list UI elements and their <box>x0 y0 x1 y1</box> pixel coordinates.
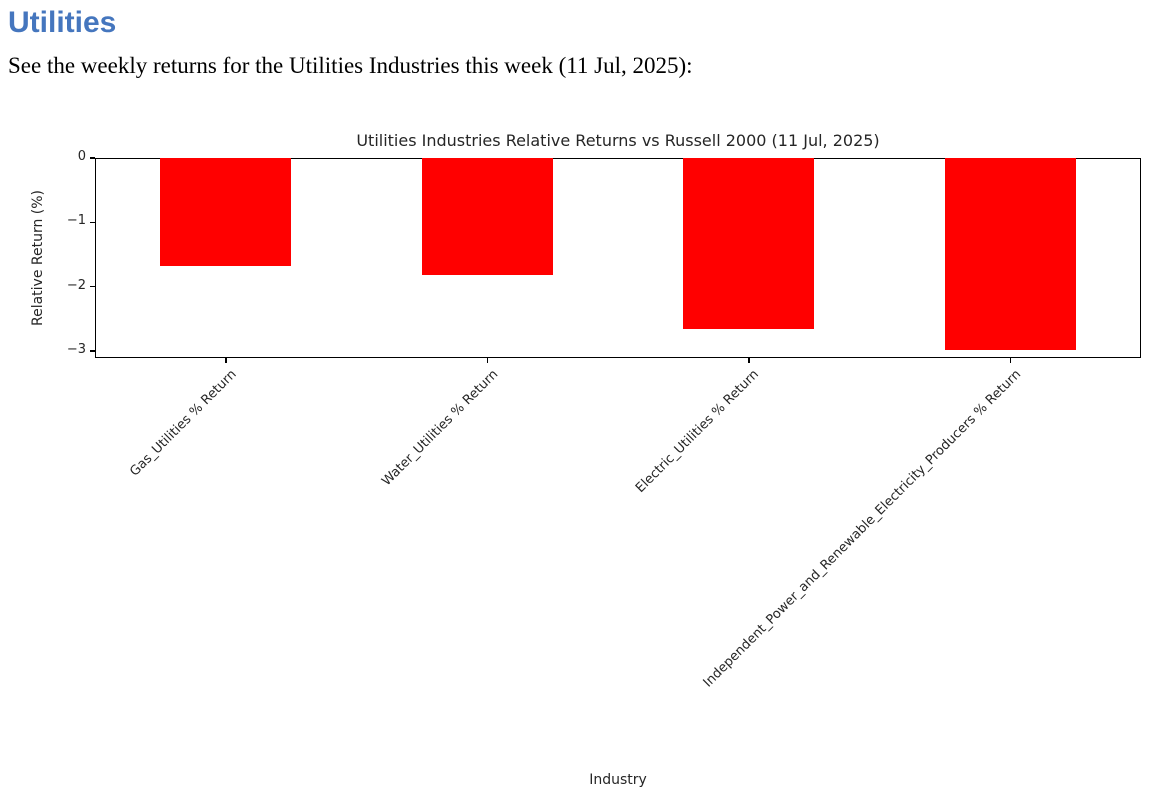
y-tick-mark <box>90 221 95 224</box>
y-axis-label: Relative Return (%) <box>30 189 46 327</box>
x-tick-label: Independent_Power_and_Renewable_Electric… <box>700 367 1024 691</box>
x-tick-label: Gas_Utilities % Return <box>126 367 240 480</box>
x-tick-mark <box>748 358 750 363</box>
page-title: Utilities <box>8 6 117 39</box>
chart-title: Utilities Industries Relative Returns vs… <box>356 131 880 150</box>
bar <box>944 158 1076 350</box>
y-tick-mark <box>90 350 95 352</box>
y-tick-label: −2 <box>66 277 86 293</box>
intro-text: See the weekly returns for the Utilities… <box>8 53 693 78</box>
x-tick-mark <box>1009 358 1011 363</box>
x-tick-mark <box>225 358 227 363</box>
y-tick-label: 0 <box>77 149 86 164</box>
bar <box>421 158 553 276</box>
x-tick-label: Water_Utilities % Return <box>378 367 501 490</box>
bar <box>683 158 815 330</box>
y-tick-mark <box>90 285 95 288</box>
y-tick-mark <box>90 157 95 159</box>
x-tick-mark <box>486 358 488 363</box>
y-tick-label: −1 <box>66 213 86 229</box>
bar <box>160 158 292 267</box>
y-tick-label: −3 <box>66 341 86 357</box>
x-tick-label: Electric_Utilities % Return <box>633 367 763 496</box>
x-axis-label: Industry <box>589 772 647 788</box>
